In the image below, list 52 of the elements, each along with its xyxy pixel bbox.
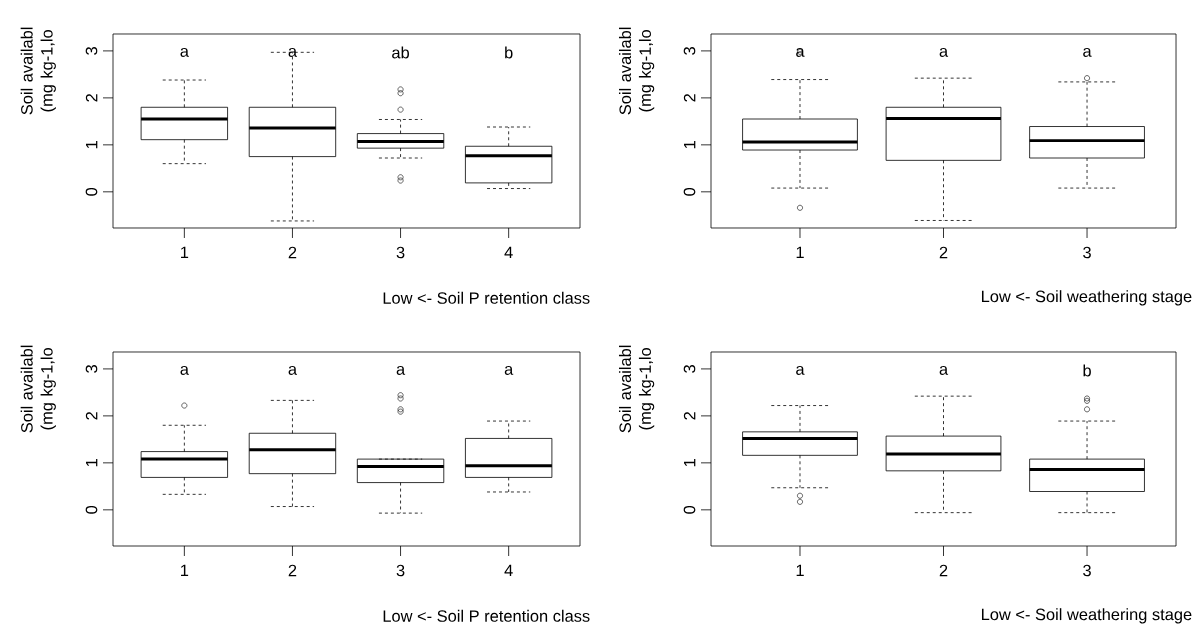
x-tick-label: 4 xyxy=(504,246,513,258)
x-tick-label: 2 xyxy=(288,246,297,259)
y-tick-label: 0 xyxy=(85,505,98,514)
x-axis-title: Low <- Soil P retention class xyxy=(383,609,590,622)
y-tick-label: 2 xyxy=(683,412,696,420)
annotation: a xyxy=(796,47,805,57)
x-tick-label: 3 xyxy=(1083,246,1091,259)
x-axis-title: Low <- Soil P retention class xyxy=(383,291,590,304)
x-tick-label: 2 xyxy=(939,246,948,259)
x-tick-label: 4 xyxy=(504,564,513,576)
annotation: a xyxy=(180,365,189,375)
y-axis-title: Soil availabl (mg kg-1,lo xyxy=(618,27,655,115)
x-axis-title: Low <- Soil weathering stage xyxy=(981,290,1192,306)
y-axis-title: Soil availabl (mg kg-1,lo xyxy=(20,345,56,433)
annotation: a xyxy=(180,47,189,57)
y-tick-label: 2 xyxy=(85,94,98,102)
y-tick-label: 1 xyxy=(684,141,696,149)
annotation: a xyxy=(288,47,298,57)
annotation: a xyxy=(796,365,805,375)
annotation: ab xyxy=(392,46,409,59)
annotation: a xyxy=(1083,47,1092,57)
annotation: a xyxy=(288,365,298,375)
x-tick-label: 1 xyxy=(181,564,189,576)
annotation: a xyxy=(939,47,949,57)
x-tick-label: 1 xyxy=(796,564,804,576)
x-tick-label: 1 xyxy=(796,246,804,258)
x-tick-label: 2 xyxy=(939,564,948,577)
x-tick-label: 3 xyxy=(1083,564,1091,577)
y-tick-label: 0 xyxy=(85,187,98,196)
annotation: a xyxy=(939,365,949,375)
x-tick-label: 2 xyxy=(288,564,297,577)
y-tick-label: 3 xyxy=(683,47,696,55)
y-tick-label: 1 xyxy=(684,459,696,467)
annotation: a xyxy=(396,365,406,375)
x-tick-label: 1 xyxy=(181,246,189,258)
y-tick-label: 1 xyxy=(86,141,98,149)
y-tick-label: 1 xyxy=(86,459,98,467)
x-tick-label: 3 xyxy=(396,246,405,259)
y-tick-label: 2 xyxy=(683,94,696,102)
y-axis-title: Soil availabl (mg kg-1,lo xyxy=(618,345,655,433)
x-tick-label: 3 xyxy=(396,564,405,577)
y-tick-label: 0 xyxy=(683,187,696,196)
y-tick-label: 3 xyxy=(85,365,98,373)
y-tick-label: 3 xyxy=(85,47,98,55)
annotation: b xyxy=(1083,364,1091,377)
annotation: b xyxy=(505,46,513,59)
y-axis-title: Soil availabl (mg kg-1,lo xyxy=(20,27,56,115)
annotation: a xyxy=(504,365,514,375)
y-tick-label: 2 xyxy=(85,412,98,420)
y-tick-label: 3 xyxy=(683,365,696,373)
y-tick-label: 0 xyxy=(683,505,696,514)
x-axis-title: Low <- Soil weathering stage xyxy=(981,608,1192,624)
